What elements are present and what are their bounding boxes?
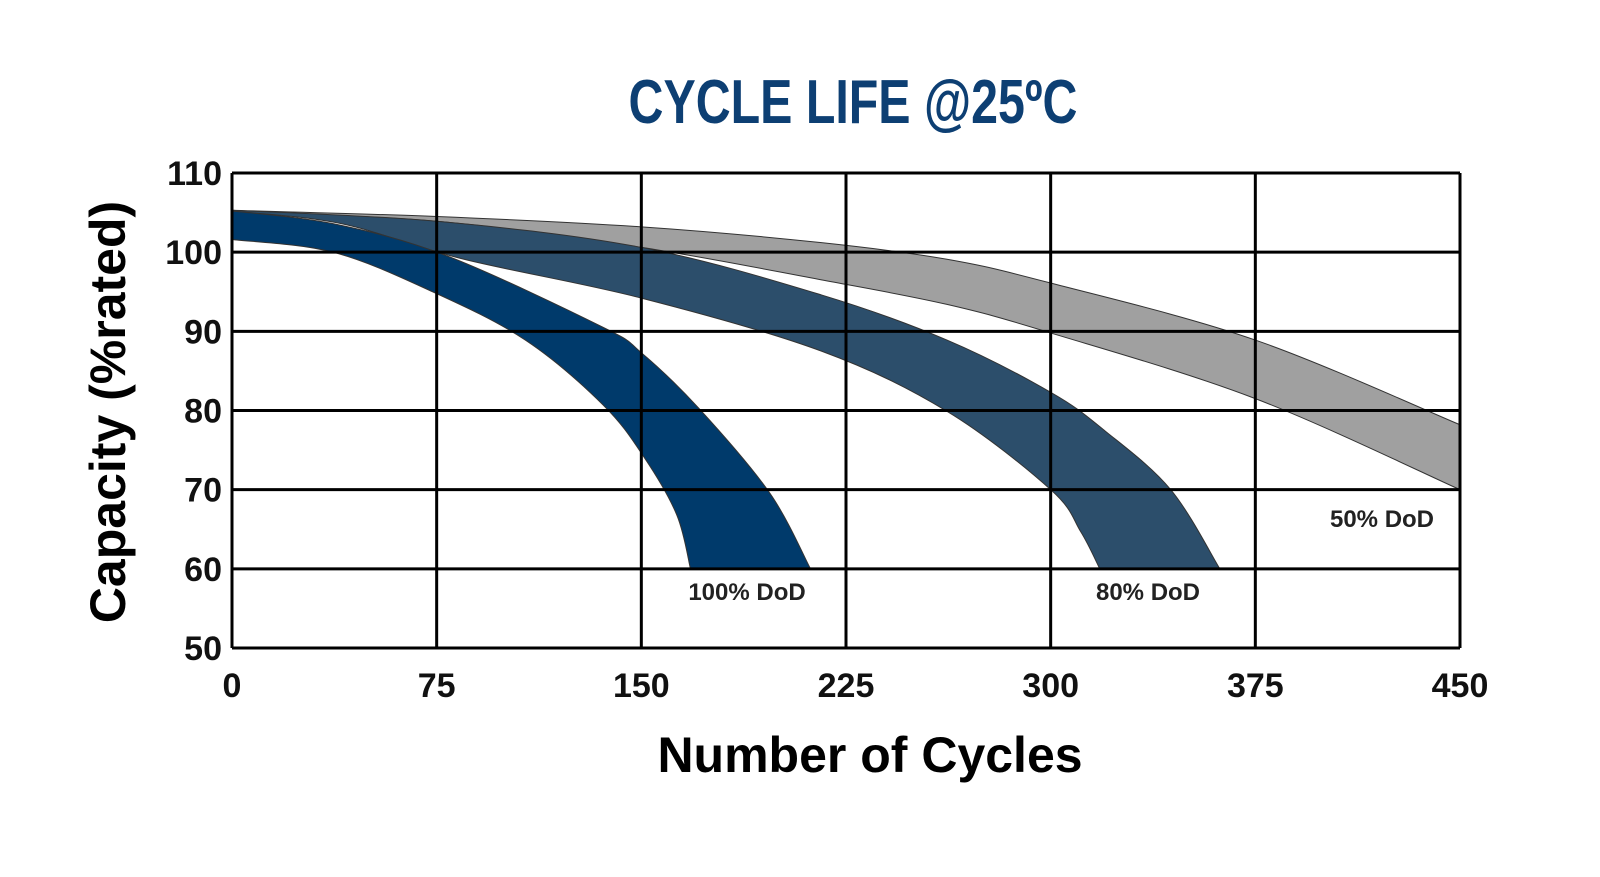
y-tick-label: 50 [184,630,222,668]
series-label: 80% DoD [1096,579,1200,606]
x-tick-label: 375 [1227,667,1284,705]
grid [230,171,1462,650]
x-tick-label: 0 [223,667,242,705]
chart-title: CYCLE LIFE @25ºC [629,67,1078,136]
y-tick-label: 80 [184,393,222,431]
x-tick-label: 75 [418,667,456,705]
y-tick-label: 60 [184,551,222,589]
y-tick-labels: 110 100 90 80 70 60 50 [165,155,222,668]
y-tick-label: 70 [184,472,222,510]
series-labels: 50% DoD 80% DoD 100% DoD [688,506,1434,606]
x-tick-label: 225 [818,667,875,705]
y-tick-label: 90 [184,313,222,351]
series-label: 50% DoD [1330,506,1434,533]
y-tick-label: 110 [167,155,222,193]
x-tick-label: 150 [613,667,670,705]
x-tick-label: 450 [1432,667,1489,705]
x-axis-label: Number of Cycles [657,727,1082,783]
x-tick-label: 300 [1022,667,1079,705]
x-tick-labels: 0 75 150 225 300 375 450 [223,667,1489,705]
y-tick-label: 100 [165,234,222,272]
band-100-dod [231,210,812,570]
y-axis-label: Capacity (%rated) [80,201,136,623]
series-label: 100% DoD [688,579,805,606]
